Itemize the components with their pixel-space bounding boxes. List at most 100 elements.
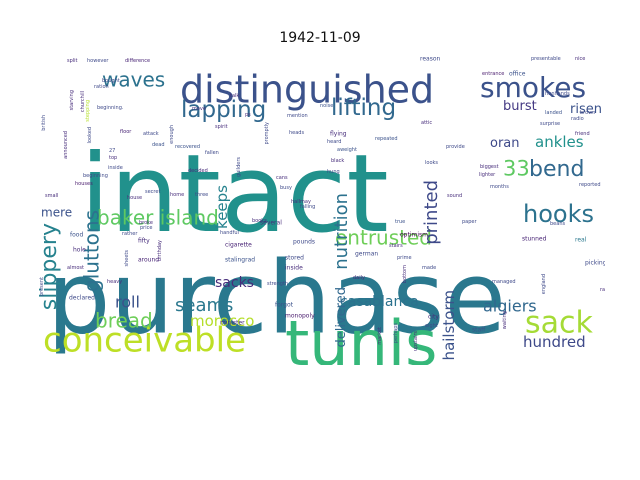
cloud-word: difference <box>125 58 150 64</box>
cloud-word: heads <box>289 130 304 136</box>
cloud-word: slippery <box>37 223 62 310</box>
cloud-word: repeated <box>375 136 398 142</box>
cloud-word: price <box>140 225 152 231</box>
cloud-word: friend <box>575 131 590 137</box>
cloud-word: gluttons <box>80 210 104 292</box>
cloud-word: made <box>422 265 436 271</box>
cloud-word: birthday <box>157 240 163 261</box>
cloud-word: hallmay <box>291 199 311 205</box>
cloud-word: stalingrad <box>225 257 255 264</box>
cloud-word: 33 <box>503 157 530 181</box>
cloud-word: nutrition <box>331 193 352 270</box>
cloud-word: dead <box>152 142 165 148</box>
cloud-word: risen <box>570 102 602 117</box>
cloud-word: small <box>45 193 58 199</box>
cloud-word: baker island <box>97 206 219 230</box>
cloud-word: biggest <box>480 164 499 170</box>
cloud-word: prime <box>397 255 412 261</box>
cloud-word: daily <box>353 275 365 281</box>
cloud-word: guilders <box>236 157 242 177</box>
cloud-word: fallen <box>205 150 219 156</box>
cloud-word: broke <box>139 220 153 226</box>
cloud-word: printed <box>421 180 442 245</box>
cloud-word: beans <box>550 221 565 227</box>
cloud-word: lapping <box>181 97 266 123</box>
cloud-word: hooks <box>523 200 594 228</box>
cloud-word: city <box>428 314 439 321</box>
cloud-word: real <box>575 237 587 244</box>
cloud-word: surprise <box>540 121 560 127</box>
cloud-word: lifting <box>331 95 396 121</box>
cloud-word: hunhands <box>545 91 570 97</box>
cloud-word: black <box>331 158 344 164</box>
cloud-word: oran <box>490 136 520 151</box>
cloud-word: months <box>490 184 509 190</box>
cloud-word: cans <box>276 175 288 181</box>
cloud-word: spirit <box>215 124 228 130</box>
cloud-word: food <box>70 232 83 239</box>
cloud-word: heavy <box>107 279 122 285</box>
cloud-word: stairs <box>389 243 403 249</box>
cloud-word: several <box>260 220 282 227</box>
cloud-word: minister <box>220 320 245 327</box>
cloud-word: conceivable <box>43 321 246 361</box>
cloud-word: entrance <box>482 71 504 77</box>
cloud-word: england <box>541 274 547 294</box>
cloud-word: present <box>39 277 45 296</box>
cloud-word: houses <box>75 181 93 187</box>
cloud-word: top <box>109 155 117 161</box>
cloud-word: sheets <box>124 250 130 267</box>
cloud-word: sacks <box>215 275 254 291</box>
cloud-word: eight <box>425 323 438 329</box>
cloud-word: raise <box>600 287 605 293</box>
cloud-word: floor <box>120 129 132 135</box>
cloud-word: upstairs <box>413 331 419 351</box>
cloud-word: stored <box>285 255 304 262</box>
cloud-word: rather <box>122 231 138 237</box>
cloud-word: talk <box>230 93 239 99</box>
cloud-word: decided <box>188 168 208 174</box>
cloud-word: burst <box>503 99 537 114</box>
cloud-word: algiers <box>483 297 537 316</box>
cloud-word: perhaps <box>393 323 399 344</box>
cloud-word: house <box>127 195 142 201</box>
cloud-word: roll <box>115 293 140 312</box>
cloud-word: casablanca <box>340 294 419 310</box>
cloud-word: entrusted <box>335 226 432 250</box>
cloud-word: radio <box>571 116 584 122</box>
cloud-word: attic <box>421 120 432 126</box>
cloud-word: bottom <box>402 265 408 283</box>
cloud-word: recovered <box>175 144 200 150</box>
cloud-word: brown <box>580 110 595 116</box>
cloud-word: sack <box>525 306 594 341</box>
cloud-word: flying <box>330 131 347 138</box>
cloud-word: waiting <box>502 311 508 329</box>
cloud-word: announced <box>63 131 69 159</box>
cloud-word: true <box>395 219 405 225</box>
chart-title: 1942-11-09 <box>279 30 361 46</box>
cloud-word: stepping <box>85 100 91 122</box>
cloud-word: promptly <box>264 122 270 145</box>
cloud-word: bread <box>95 309 153 333</box>
cloud-word: starving <box>69 90 75 110</box>
cloud-word: hole <box>73 247 86 254</box>
cloud-word: beginning <box>83 173 108 179</box>
cloud-word: mention <box>287 113 308 119</box>
cloud-word: presentable <box>531 56 561 62</box>
cloud-word: enough <box>169 125 175 144</box>
cloud-word: hailstorm <box>440 290 458 360</box>
cloud-word: waves <box>102 68 165 92</box>
cloud-word: reason <box>420 56 441 63</box>
cloud-word: handful <box>220 230 239 236</box>
cloud-word: fifty <box>138 238 150 245</box>
cloud-word: provide <box>446 144 465 150</box>
cloud-word: distinguished <box>180 68 434 112</box>
cloud-word: tunis <box>285 307 437 365</box>
cloud-word: lighter <box>479 172 496 178</box>
cloud-word: falling <box>300 204 315 210</box>
cloud-word: managed <box>492 279 516 285</box>
cloud-word: looked <box>87 127 93 143</box>
cloud-word: seams <box>175 295 233 316</box>
cloud-word: home <box>170 192 184 198</box>
